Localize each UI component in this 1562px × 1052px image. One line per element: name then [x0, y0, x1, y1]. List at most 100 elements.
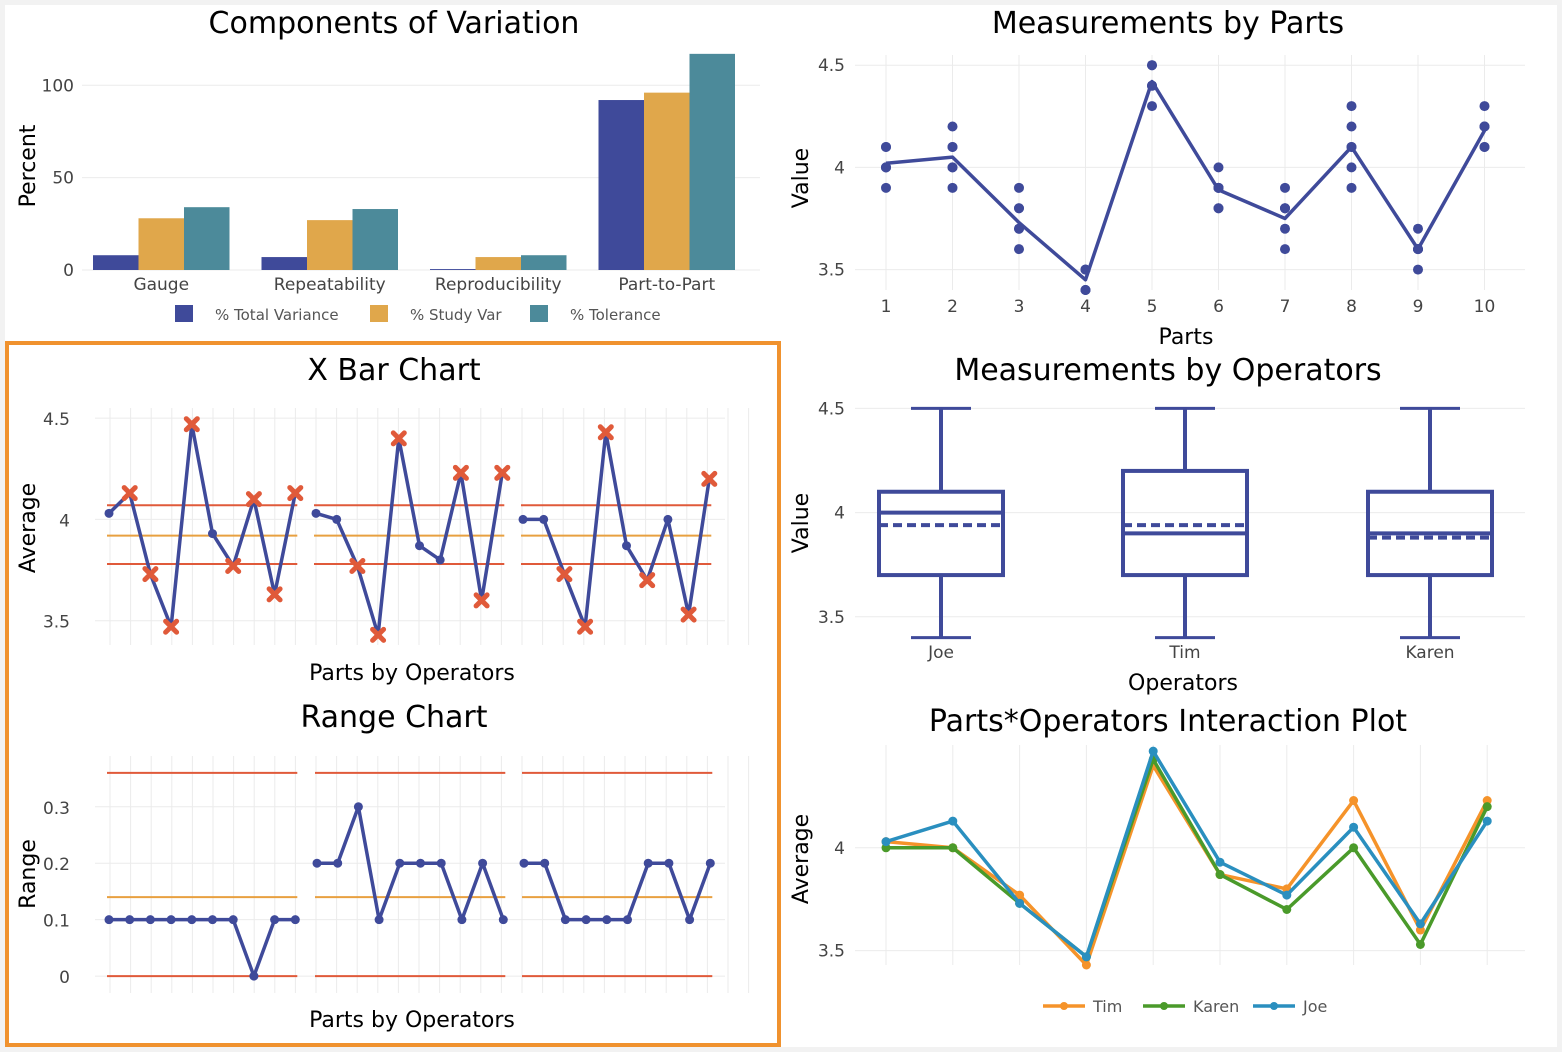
- x-tick-label: Gauge: [133, 275, 189, 295]
- out-of-control-marker: [556, 566, 573, 583]
- out-of-control-marker: [701, 470, 718, 487]
- data-point: [881, 837, 891, 847]
- data-point: [1014, 203, 1024, 214]
- out-of-control-marker: [183, 416, 200, 433]
- bar: [352, 209, 398, 270]
- data-point: [436, 858, 446, 868]
- data-point: [1415, 925, 1425, 935]
- interaction-plot-panel: Parts*Operators Interaction Plot Average…: [789, 704, 1525, 1016]
- data-point: [1015, 898, 1025, 908]
- x-tick-label: 10: [1474, 297, 1496, 317]
- bar: [521, 255, 567, 270]
- data-point: [1014, 182, 1024, 193]
- out-of-control-marker: [225, 558, 242, 574]
- data-point: [518, 514, 528, 524]
- x-axis-label: Parts by Operators: [309, 661, 515, 686]
- data-point: [415, 541, 424, 551]
- y-tick-label: 4.5: [818, 399, 845, 419]
- bar: [430, 269, 476, 270]
- out-of-control-marker: [163, 618, 180, 635]
- x-tick-label: 2: [947, 297, 958, 317]
- data-point: [312, 858, 322, 868]
- data-point: [270, 915, 280, 925]
- out-of-control-marker: [639, 572, 656, 589]
- data-point: [1413, 264, 1423, 275]
- series-line: [524, 861, 712, 922]
- out-of-control-marker: [452, 464, 469, 481]
- y-tick-label: 100: [42, 76, 74, 96]
- series-line: [317, 805, 505, 922]
- y-tick-label: 4: [59, 511, 70, 531]
- chart-title: Range Chart: [300, 700, 487, 735]
- data-point: [1349, 843, 1359, 853]
- data-point: [881, 843, 891, 853]
- y-tick-label: 0.1: [43, 912, 70, 932]
- components-of-variation-panel: Components of Variation Percent 0 50 100 G…: [16, 6, 760, 324]
- measurements-by-operators-panel: Measurements by Operators Value Operator…: [789, 353, 1525, 696]
- data-point: [1482, 796, 1492, 806]
- y-axis-label: Range: [16, 839, 41, 909]
- data-point: [1081, 960, 1091, 970]
- bar: [261, 257, 307, 270]
- out-of-control-marker: [597, 424, 614, 441]
- data-point: [353, 802, 363, 812]
- x-tick-label: 7: [1280, 297, 1291, 317]
- data-point: [1349, 796, 1359, 806]
- data-point: [1479, 121, 1490, 132]
- series-line: [109, 917, 296, 978]
- x-tick-label: Tim: [1168, 643, 1200, 663]
- data-point: [395, 858, 405, 868]
- plot-area: 0 0.1 0.2 0.3: [43, 756, 750, 993]
- data-point: [1280, 182, 1290, 193]
- data-point: [416, 858, 425, 868]
- legend-label: % Total Variance: [215, 306, 339, 324]
- y-tick-label: 3.5: [43, 613, 70, 633]
- x-tick-label: Joe: [927, 643, 954, 663]
- series-line: [107, 422, 298, 629]
- data-point: [622, 541, 631, 551]
- data-point: [311, 508, 321, 518]
- bar: [475, 257, 521, 270]
- bar: [138, 218, 184, 270]
- data-point: [333, 858, 343, 868]
- y-tick-label: 4.5: [43, 410, 70, 430]
- data-point: [881, 182, 891, 193]
- data-point: [228, 915, 238, 925]
- legend-marker: [1060, 1002, 1068, 1010]
- box: [1121, 468, 1249, 578]
- data-point: [623, 915, 632, 925]
- data-point: [187, 915, 197, 925]
- out-of-control-marker: [121, 485, 138, 502]
- data-point: [457, 915, 467, 925]
- measurements-by-parts-panel: Measurements by Parts Value Parts 1 2 3 4 5 6…: [789, 6, 1525, 350]
- bar: [184, 207, 230, 270]
- x-tick-label: 3: [1014, 297, 1025, 317]
- series-line: [885, 79, 1487, 282]
- data-point: [1482, 816, 1492, 826]
- data-point: [664, 858, 674, 868]
- y-tick-label: 0: [59, 968, 70, 988]
- legend-marker: [1270, 1002, 1278, 1010]
- data-point: [947, 182, 958, 193]
- y-tick-label: 4: [834, 839, 845, 859]
- legend-label: Tim: [1092, 997, 1122, 1016]
- data-point: [208, 915, 217, 925]
- data-point: [881, 162, 891, 173]
- data-point: [1147, 101, 1157, 112]
- out-of-control-marker: [142, 566, 159, 583]
- data-point: [539, 514, 549, 524]
- y-tick-label: 4.5: [818, 56, 845, 76]
- x-axis-label: Parts by Operators: [309, 1008, 515, 1033]
- x-tick-label: 5: [1147, 297, 1158, 317]
- legend-label: % Tolerance: [570, 306, 661, 324]
- chart-title: X Bar Chart: [307, 353, 481, 388]
- y-tick-label: 3.5: [818, 942, 845, 962]
- chart-title: Components of Variation: [209, 6, 580, 41]
- plot-area: 3.54: [818, 745, 1525, 970]
- data-point: [947, 162, 958, 173]
- data-point: [478, 858, 488, 868]
- x-tick-label: Repeatability: [274, 275, 386, 295]
- bar: [598, 100, 644, 270]
- data-point: [290, 915, 300, 925]
- data-point: [602, 915, 612, 925]
